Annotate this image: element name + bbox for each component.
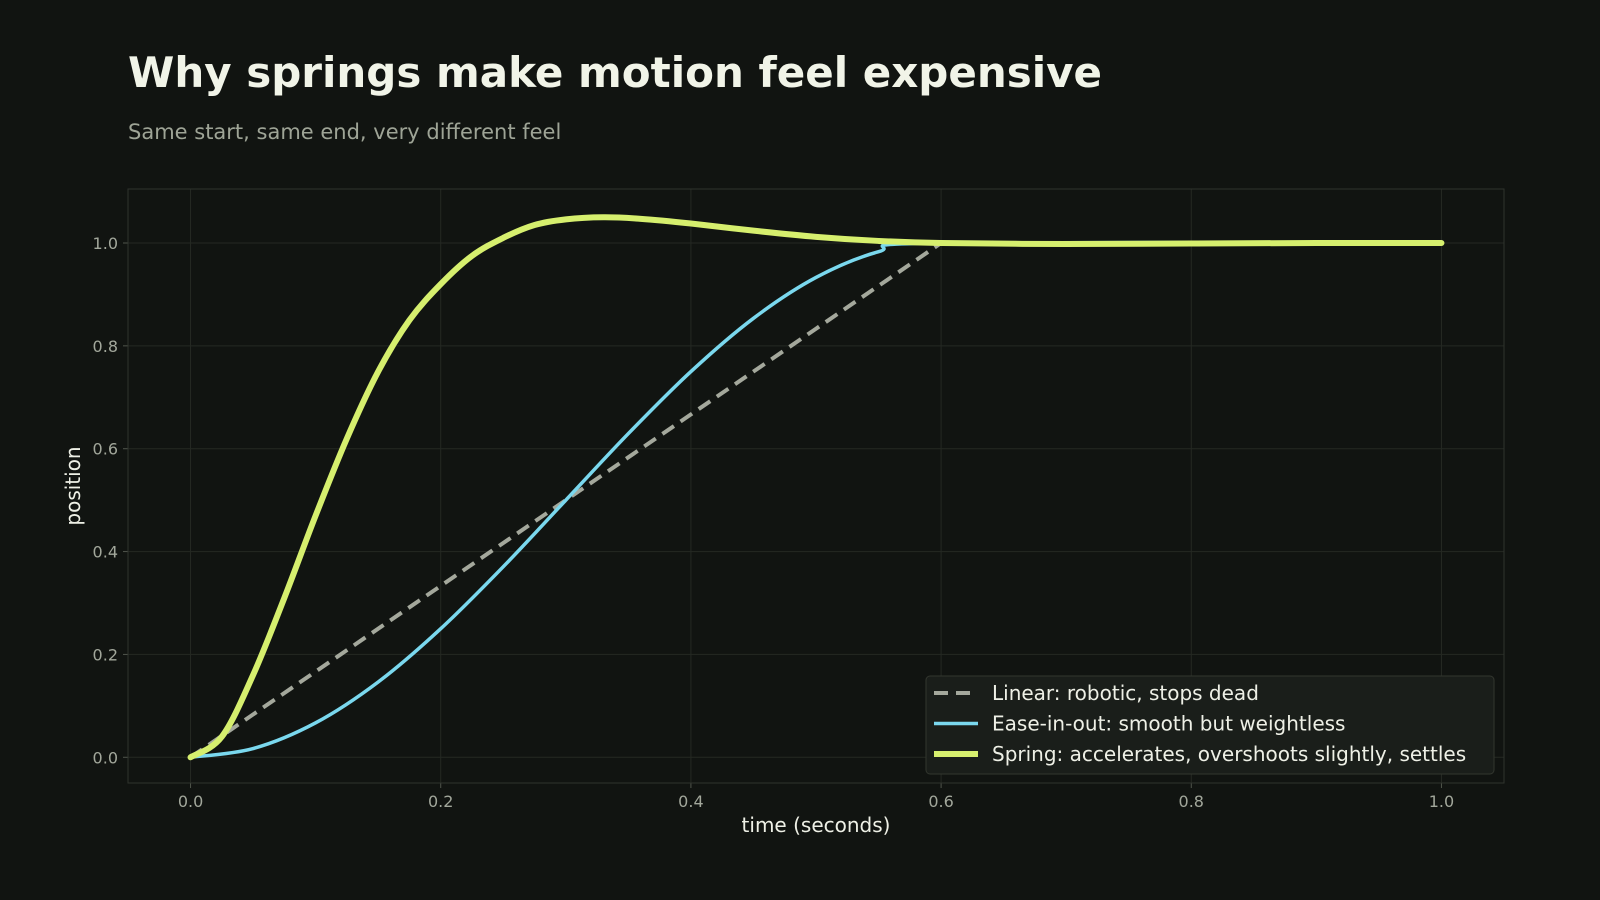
y-axis-label: position [61,446,85,525]
x-tick-label: 0.8 [1179,792,1204,811]
x-axis-ticks: 0.0 0.2 0.4 0.6 0.8 1.0 [178,783,1454,811]
y-tick-label: 0.0 [93,748,118,767]
legend: Linear: robotic, stops dead Ease-in-out: … [925,675,1495,775]
x-axis-label: time (seconds) [742,813,891,837]
y-tick-label: 0.2 [93,645,118,664]
plot-frame [127,188,1505,784]
y-axis-ticks: 0.0 0.2 0.4 0.6 0.8 1.0 [93,234,128,767]
x-tick-label: 1.0 [1429,792,1454,811]
series-line-1 [189,241,943,759]
legend-label: Linear: robotic, stops dead [992,681,1259,705]
x-tick-label: 0.0 [178,792,203,811]
y-tick-label: 0.4 [93,543,118,562]
y-tick-label: 0.6 [93,440,118,459]
series-layer [187,214,1445,761]
legend-label: Ease-in-out: smooth but weightless [992,712,1345,736]
chart-subtitle: Same start, same end, very different fee… [128,120,562,144]
legend-label: Spring: accelerates, overshoots slightly… [992,742,1466,766]
legend-box [925,675,1495,775]
y-tick-label: 1.0 [93,234,118,253]
chart-title: Why springs make motion feel expensive [128,48,1103,97]
x-tick-label: 0.2 [428,792,453,811]
y-tick-label: 0.8 [93,337,118,356]
x-tick-label: 0.4 [678,792,703,811]
series-line-3 [187,214,1445,761]
x-tick-label: 0.6 [928,792,953,811]
